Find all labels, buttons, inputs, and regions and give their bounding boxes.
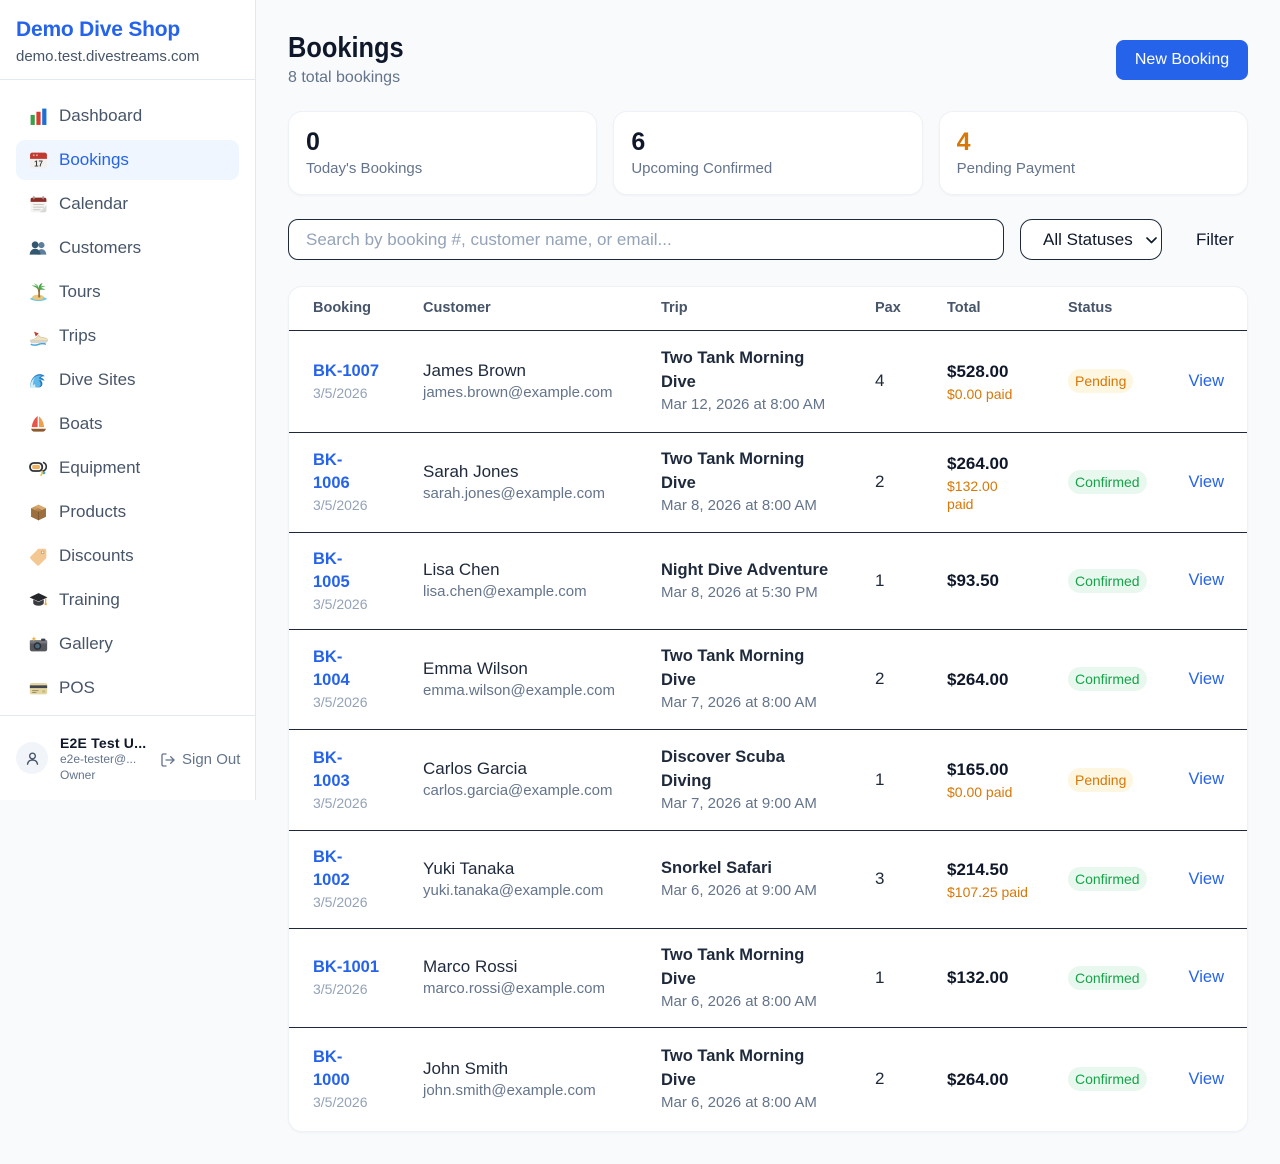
svg-text:17: 17 — [34, 159, 43, 168]
